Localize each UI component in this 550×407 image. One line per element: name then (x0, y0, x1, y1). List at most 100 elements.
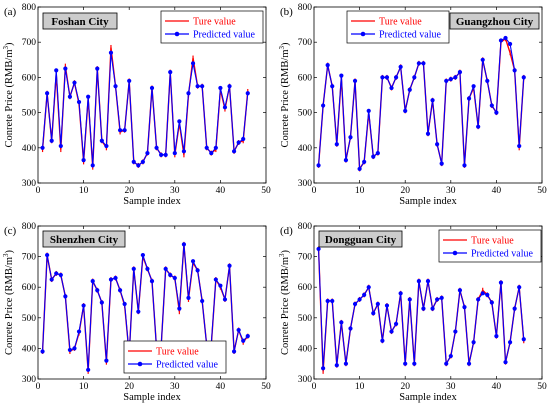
predicted-value-point (339, 320, 344, 325)
x-tick-label: 20 (400, 382, 410, 392)
predicted-value-point (435, 142, 440, 147)
predicted-value-point (512, 306, 517, 311)
predicted-value-point (393, 321, 399, 327)
y-tick-label: 300 (22, 179, 37, 189)
predicted-value-point (195, 84, 200, 89)
predicted-value-point (371, 311, 376, 316)
predicted-value-point (218, 283, 223, 288)
predicted-value-point (67, 347, 73, 353)
y-tick-label: 500 (22, 109, 37, 119)
predicted-value-point (357, 297, 362, 302)
predicted-value-point (122, 301, 127, 307)
predicted-value-point (416, 278, 421, 284)
y-tick-label: 800 (22, 222, 37, 232)
predicted-value-point (325, 298, 330, 304)
predicted-value-point (357, 166, 362, 172)
predicted-value-point (498, 38, 504, 43)
predicted-value-point (471, 340, 476, 345)
predicted-value-point (343, 361, 349, 366)
predicted-value-point (334, 363, 339, 368)
predicted-value-point (453, 329, 458, 334)
x-tick-label: 10 (355, 186, 365, 196)
legend-true-label: Ture value (156, 347, 199, 358)
legend-true-label: Ture value (379, 17, 422, 28)
y-tick-label: 800 (298, 222, 313, 232)
predicted-value-point (218, 85, 223, 91)
legend-predicted-marker (360, 31, 366, 37)
y-tick-label: 300 (22, 375, 37, 385)
predicted-value-point (366, 108, 371, 113)
y-tick-label: 700 (298, 253, 313, 263)
predicted-value-point (49, 138, 54, 143)
x-tick-label: 30 (446, 186, 456, 196)
predicted-value-point (330, 84, 335, 89)
city-name: Guangzhou City (456, 16, 534, 28)
predicted-value-point (517, 285, 522, 290)
predicted-value-point (67, 94, 73, 99)
predicted-value-line (318, 37, 525, 171)
predicted-value-point (40, 349, 45, 354)
legend-predicted-label: Predicted value (471, 249, 533, 260)
x-tick-label: 20 (400, 186, 410, 196)
predicted-value-point (45, 91, 50, 96)
y-tick-label: 400 (298, 144, 313, 154)
panel-b: 0 10 20 30 40 50 300 400 500 600 700 800 Sample inde… (278, 3, 547, 207)
predicted-value-point (113, 84, 118, 89)
predicted-value-point (462, 163, 467, 168)
predicted-value-point (398, 291, 403, 296)
predicted-value-point (195, 268, 200, 273)
y-tick-label: 300 (298, 179, 313, 189)
predicted-value-point (227, 263, 232, 268)
predicted-value-point (136, 309, 141, 314)
y-tick-label: 400 (22, 344, 37, 354)
predicted-value-point (49, 277, 54, 282)
y-axis-label: Conrete Price (RMB/m3) (2, 250, 15, 356)
predicted-value-point (476, 297, 481, 302)
y-tick-label: 500 (298, 109, 313, 119)
predicted-value-point (403, 361, 408, 366)
legend-predicted-marker (174, 31, 180, 37)
x-tick-label: 50 (537, 186, 547, 196)
x-tick-label: 30 (170, 382, 180, 392)
predicted-value-point (90, 278, 95, 284)
predicted-value-point (99, 300, 104, 305)
city-name: Foshan City (51, 16, 109, 28)
x-tick-label: 30 (170, 186, 180, 196)
predicted-value-point (149, 278, 155, 284)
predicted-value-point (507, 340, 513, 345)
predicted-value-point (163, 266, 168, 271)
predicted-value-point (90, 163, 95, 168)
predicted-value-point (63, 294, 68, 299)
x-axis-label: Sample index (399, 196, 457, 207)
x-tick-label: 30 (446, 382, 456, 392)
predicted-value-point (177, 306, 182, 311)
predicted-value-point (241, 136, 246, 142)
legend-box (160, 10, 264, 44)
predicted-value-point (403, 108, 408, 113)
x-tick-label: 0 (36, 186, 41, 196)
predicted-value-point (389, 329, 394, 334)
y-tick-label: 700 (22, 38, 37, 48)
x-tick-label: 0 (312, 382, 317, 392)
predicted-value-point (231, 149, 237, 154)
predicted-value-point (95, 66, 100, 71)
x-tick-label: 40 (492, 186, 502, 196)
legend-box (123, 340, 227, 374)
predicted-value-point (334, 142, 339, 147)
predicted-value-point (321, 103, 326, 108)
predicted-value-point (54, 271, 59, 276)
predicted-value-point (108, 50, 114, 55)
predicted-value-point (384, 75, 390, 80)
predicted-value-line (318, 248, 525, 369)
predicted-value-point (86, 94, 91, 99)
predicted-value-point (485, 78, 490, 84)
predicted-value-point (45, 252, 50, 258)
predicted-value-point (316, 163, 321, 168)
predicted-value-point (95, 288, 100, 293)
predicted-value-point (140, 252, 145, 258)
y-tick-label: 300 (298, 375, 313, 385)
x-tick-label: 10 (355, 382, 365, 392)
y-tick-label: 600 (298, 73, 313, 83)
predicted-value-point (172, 150, 177, 156)
